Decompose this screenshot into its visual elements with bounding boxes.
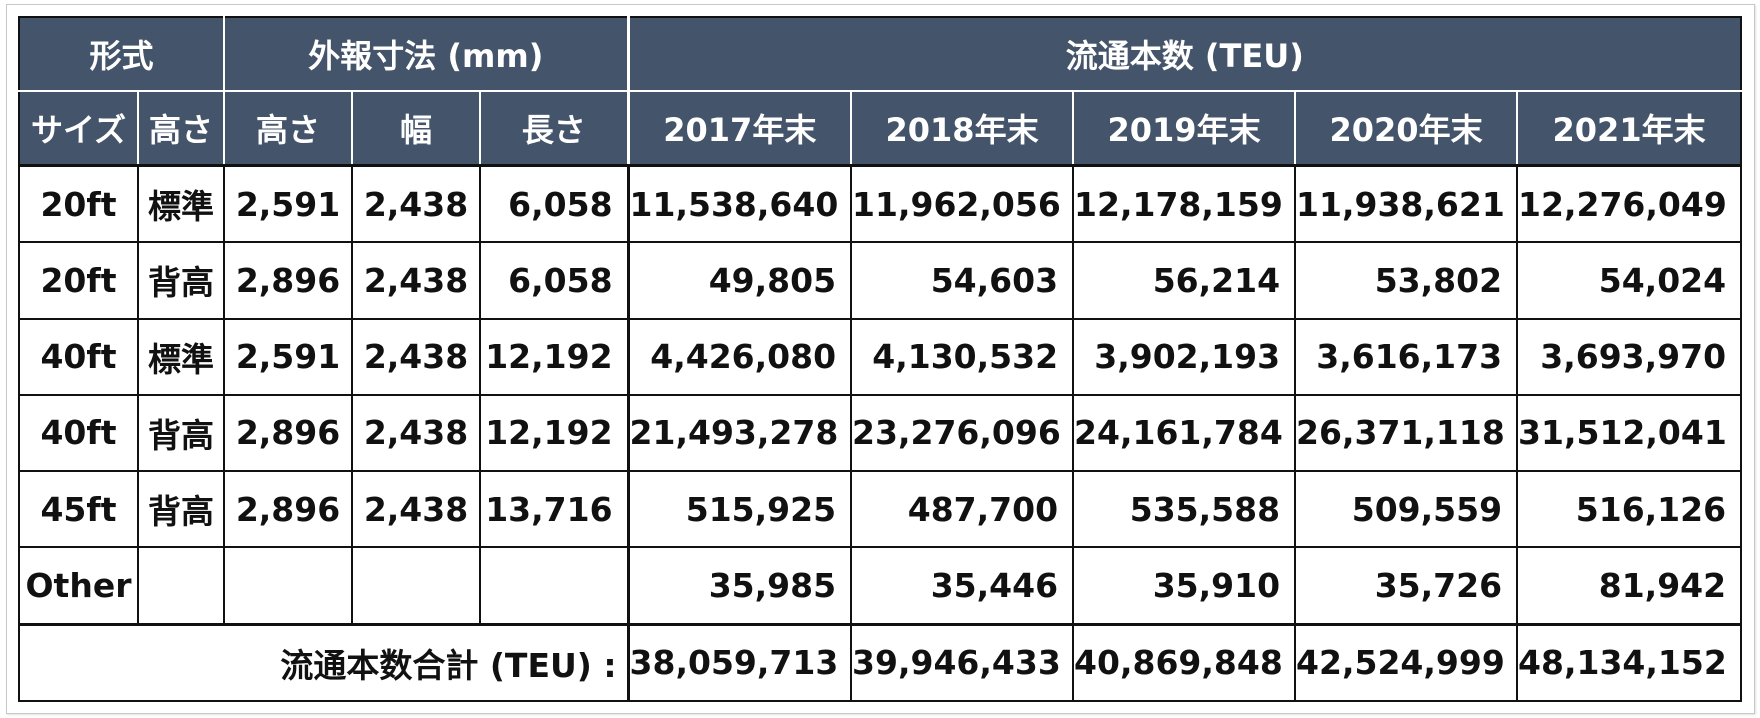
header-group-row: 形式 外報寸法 (mm) 流通本数 (TEU): [17, 16, 1743, 92]
cell-2020: 35,726: [1294, 546, 1519, 626]
cell-2017: 515,925: [626, 470, 853, 549]
total-2020: 42,524,999: [1294, 622, 1519, 702]
header-year-2021: 2021年末: [1516, 90, 1743, 167]
cell-dim-length: [479, 546, 630, 626]
total-label: 流通本数合計 (TEU) :: [17, 622, 630, 702]
header-type-group: 形式: [17, 16, 226, 92]
cell-dim-height: 2,896: [223, 393, 354, 473]
cell-2019: 3,902,193: [1072, 317, 1297, 396]
table-header: 形式 外報寸法 (mm) 流通本数 (TEU) サイズ 高さ 高さ 幅 長さ 2…: [17, 16, 1743, 167]
cell-2020: 3,616,173: [1294, 317, 1519, 396]
cell-2017: 35,985: [626, 546, 853, 626]
table-body: 20ft 標準 2,591 2,438 6,058 11,538,640 11,…: [17, 164, 1743, 702]
cell-2017: 21,493,278: [626, 393, 853, 473]
cell-2019: 56,214: [1072, 241, 1297, 320]
header-year-2020: 2020年末: [1294, 90, 1519, 167]
total-2019: 40,869,848: [1072, 622, 1297, 702]
cell-size: 20ft: [18, 164, 139, 244]
cell-2021: 54,024: [1516, 241, 1743, 320]
table-row: 20ft 標準 2,591 2,438 6,058 11,538,640 11,…: [18, 164, 1743, 244]
cell-dim-length: 12,192: [479, 317, 630, 396]
cell-dim-width: 2,438: [351, 164, 482, 244]
cell-size: 20ft: [18, 241, 139, 320]
table-row: 40ft 標準 2,591 2,438 12,192 4,426,080 4,1…: [18, 317, 1743, 396]
cell-2021: 31,512,041: [1516, 393, 1743, 473]
header-height-class: 高さ: [136, 90, 226, 167]
header-dim-length: 長さ: [479, 90, 630, 167]
cell-dim-width: [351, 546, 482, 626]
header-dim-height: 高さ: [223, 90, 354, 167]
cell-2020: 11,938,621: [1294, 164, 1519, 244]
cell-height-class: 背高: [136, 241, 226, 320]
cell-height-class: 標準: [136, 164, 226, 244]
total-2021: 48,134,152: [1516, 622, 1743, 702]
container-circulation-table: 形式 外報寸法 (mm) 流通本数 (TEU) サイズ 高さ 高さ 幅 長さ 2…: [17, 16, 1743, 702]
cell-2021: 3,693,970: [1516, 317, 1743, 396]
cell-dim-width: 2,438: [351, 317, 482, 396]
cell-dim-length: 6,058: [479, 164, 630, 244]
cell-2021: 12,276,049: [1516, 164, 1743, 244]
cell-2017: 49,805: [626, 241, 853, 320]
cell-size: Other: [18, 546, 139, 626]
cell-dim-height: 2,896: [223, 470, 354, 549]
cell-2017: 4,426,080: [626, 317, 853, 396]
header-size: サイズ: [18, 90, 139, 167]
cell-2019: 535,588: [1072, 470, 1297, 549]
cell-2018: 23,276,096: [850, 393, 1075, 473]
cell-dim-width: 2,438: [351, 393, 482, 473]
total-2018: 39,946,433: [850, 622, 1075, 702]
cell-height-class: 背高: [136, 470, 226, 549]
cell-2019: 12,178,159: [1072, 164, 1297, 244]
cell-2020: 509,559: [1294, 470, 1519, 549]
cell-dim-width: 2,438: [351, 470, 482, 549]
cell-height-class: [136, 546, 226, 626]
cell-size: 40ft: [18, 393, 139, 473]
cell-dim-width: 2,438: [351, 241, 482, 320]
cell-2018: 4,130,532: [850, 317, 1075, 396]
header-year-2018: 2018年末: [850, 90, 1075, 167]
header-dim-width: 幅: [351, 90, 482, 167]
cell-height-class: 標準: [136, 317, 226, 396]
cell-dim-height: 2,591: [223, 164, 354, 244]
cell-2019: 35,910: [1072, 546, 1297, 626]
cell-dim-height: 2,591: [223, 317, 354, 396]
cell-height-class: 背高: [136, 393, 226, 473]
cell-2018: 54,603: [850, 241, 1075, 320]
cell-dim-length: 12,192: [479, 393, 630, 473]
header-dimensions-group: 外報寸法 (mm): [223, 16, 630, 92]
cell-2021: 81,942: [1516, 546, 1743, 626]
cell-2021: 516,126: [1516, 470, 1743, 549]
cell-2018: 11,962,056: [850, 164, 1075, 244]
cell-2020: 26,371,118: [1294, 393, 1519, 473]
cell-size: 40ft: [18, 317, 139, 396]
header-year-2019: 2019年末: [1072, 90, 1297, 167]
cell-2018: 35,446: [850, 546, 1075, 626]
cell-dim-height: [223, 546, 354, 626]
cell-2020: 53,802: [1294, 241, 1519, 320]
cell-2018: 487,700: [850, 470, 1075, 549]
total-row: 流通本数合計 (TEU) : 38,059,713 39,946,433 40,…: [17, 622, 1743, 702]
header-circulation-group: 流通本数 (TEU): [626, 16, 1743, 92]
table-row: 45ft 背高 2,896 2,438 13,716 515,925 487,7…: [18, 470, 1743, 549]
header-column-row: サイズ 高さ 高さ 幅 長さ 2017年末 2018年末 2019年末 2020…: [18, 90, 1743, 167]
table-row: 20ft 背高 2,896 2,438 6,058 49,805 54,603 …: [18, 241, 1743, 320]
table-row: 40ft 背高 2,896 2,438 12,192 21,493,278 23…: [18, 393, 1743, 473]
cell-2019: 24,161,784: [1072, 393, 1297, 473]
total-2017: 38,059,713: [626, 622, 853, 702]
cell-dim-height: 2,896: [223, 241, 354, 320]
cell-dim-length: 13,716: [479, 470, 630, 549]
cell-dim-length: 6,058: [479, 241, 630, 320]
header-year-2017: 2017年末: [626, 90, 853, 167]
cell-size: 45ft: [18, 470, 139, 549]
cell-2017: 11,538,640: [626, 164, 853, 244]
table-row: Other 35,985 35,446 35,910 35,726 81,942: [18, 546, 1743, 626]
